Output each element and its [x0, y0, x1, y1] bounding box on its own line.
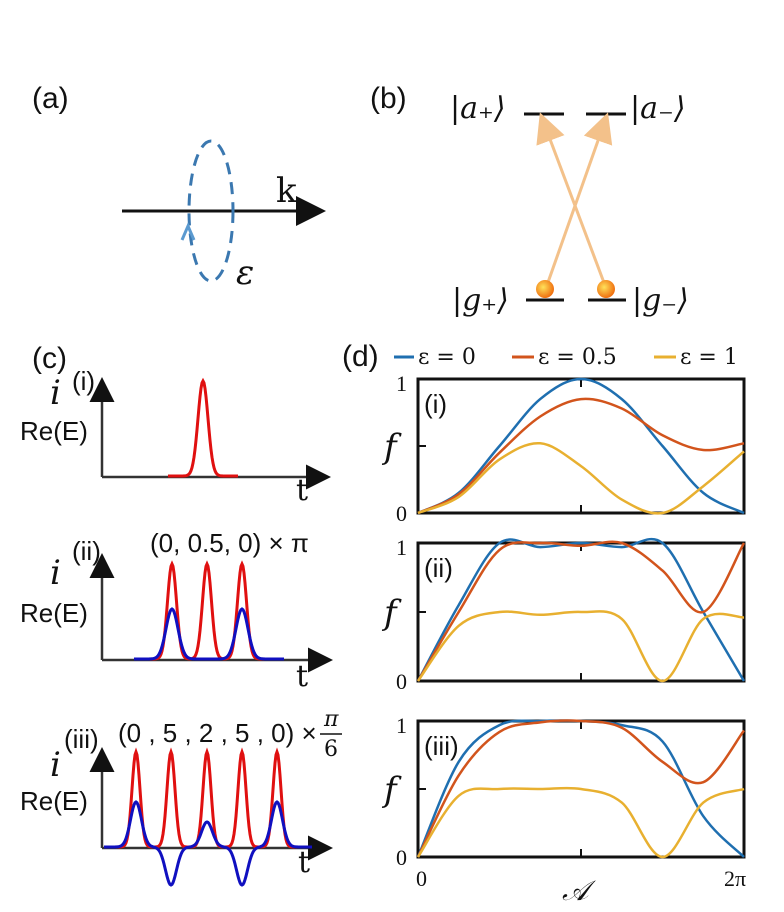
- level-g-minus: |g₋⟩: [632, 283, 689, 318]
- series-line: [417, 442, 745, 515]
- level-a-plus: |a₊⟩: [450, 91, 506, 126]
- t-label: t: [296, 659, 308, 694]
- x-axis-label: 𝒜: [562, 874, 596, 907]
- sub-label: (ii): [72, 536, 101, 566]
- y-axis-label: f: [381, 770, 402, 810]
- i-label: i: [50, 745, 61, 785]
- panel-c-ii: (ii) (0, 0.5, 0) × π i Re(E) t: [20, 528, 333, 694]
- i-pulse-curve: [134, 560, 284, 661]
- subplot-label: (ii): [424, 553, 453, 583]
- level-g-plus: |g₊⟩: [452, 283, 509, 318]
- sub-label: (i): [72, 366, 95, 396]
- panel-b: (b) |a₊⟩ |a₋⟩ |g₊⟩ |g₋⟩: [370, 82, 689, 318]
- transition-arrow-left: [536, 112, 608, 289]
- i-label: i: [50, 553, 61, 593]
- chevron-up-icon: [180, 222, 196, 241]
- panel-b-label: (b): [370, 82, 407, 115]
- i-pulse-curve: [168, 377, 238, 478]
- y-axis-label: f: [381, 593, 402, 633]
- t-label: t: [298, 845, 310, 880]
- epsilon-label: ε: [236, 253, 254, 293]
- sub-label: (iii): [64, 724, 99, 754]
- params-frac-num: π: [323, 707, 339, 732]
- y-tick-label: 1: [396, 371, 407, 396]
- re-label: Re(E): [20, 786, 88, 816]
- t-label: t: [296, 473, 308, 508]
- re-label: Re(E): [20, 416, 88, 446]
- panel-c-label: (c): [32, 342, 67, 375]
- transition-arrow-right: [544, 112, 613, 289]
- y-axis-label: f: [381, 427, 402, 467]
- params-frac-den: 6: [324, 737, 338, 762]
- subplot: (i) 1 0 f: [381, 371, 746, 526]
- series-line: [417, 377, 745, 515]
- panel-a: (a) k ε: [32, 82, 326, 293]
- k-label: k: [276, 171, 297, 211]
- series-line: [416, 540, 746, 682]
- atom-icon: [597, 280, 615, 298]
- polarization-loop: [187, 139, 235, 283]
- panel-a-label: (a): [32, 82, 69, 115]
- legend-entry: ε = 0.5: [538, 345, 617, 370]
- series-line: [416, 610, 745, 683]
- atom-icon: [536, 280, 554, 298]
- i-pulse-curve: [104, 747, 312, 849]
- re-field-curve: [134, 607, 284, 661]
- x-tick-0: 0: [416, 866, 427, 891]
- legend-entry: ε = 1: [680, 345, 738, 370]
- panel-d-label: (d): [342, 340, 379, 373]
- level-a-minus: |a₋⟩: [630, 91, 686, 126]
- legend-entry: ε = 0: [418, 345, 476, 370]
- y-tick-label: 1: [396, 535, 407, 560]
- y-tick-label: 0: [396, 845, 407, 870]
- series-line: [416, 537, 746, 682]
- series-line: [416, 719, 745, 858]
- subplot-label: (i): [424, 389, 447, 419]
- y-tick-label: 0: [396, 669, 407, 694]
- panel-c-iii: (iii) (0 , 5 , 2 , 5 , 0) × π 6 i Re(E) …: [20, 707, 342, 887]
- re-field-curve: [104, 800, 312, 887]
- panel-d: (d) ε = 0 ε = 0.5 ε = 1 (i)10f(ii)10f(ii…: [342, 340, 746, 907]
- y-tick-label: 0: [396, 501, 407, 526]
- panel-c-i: (i) i Re(E) t: [20, 366, 331, 508]
- x-tick-2pi: 2π: [724, 866, 746, 891]
- params-label: (0, 0.5, 0) × π: [150, 528, 309, 558]
- series-line: [416, 786, 745, 859]
- y-tick-label: 1: [396, 713, 407, 738]
- legend: ε = 0 ε = 0.5 ε = 1: [394, 345, 738, 370]
- panel-c: (c) (i) i Re(E) t (ii) (0, 0.5, 0) × π i…: [20, 342, 342, 887]
- subplot: (iii) 1 0 f: [381, 713, 746, 870]
- subplot: (ii) 1 0 f: [381, 535, 746, 694]
- re-label: Re(E): [20, 598, 88, 628]
- i-label: i: [50, 373, 61, 413]
- params-label: (0 , 5 , 2 , 5 , 0) ×: [118, 718, 317, 748]
- subplot-label: (iii): [424, 731, 459, 761]
- series-line: [417, 397, 745, 515]
